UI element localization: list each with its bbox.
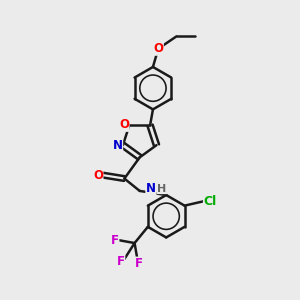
Text: N: N bbox=[146, 182, 156, 195]
Text: O: O bbox=[153, 42, 163, 55]
Text: O: O bbox=[119, 118, 129, 131]
Text: H: H bbox=[157, 184, 167, 194]
Text: F: F bbox=[117, 255, 125, 268]
Text: O: O bbox=[93, 169, 103, 182]
Text: F: F bbox=[111, 234, 119, 247]
Text: N: N bbox=[112, 139, 123, 152]
Text: Cl: Cl bbox=[203, 195, 217, 208]
Text: F: F bbox=[135, 257, 143, 270]
